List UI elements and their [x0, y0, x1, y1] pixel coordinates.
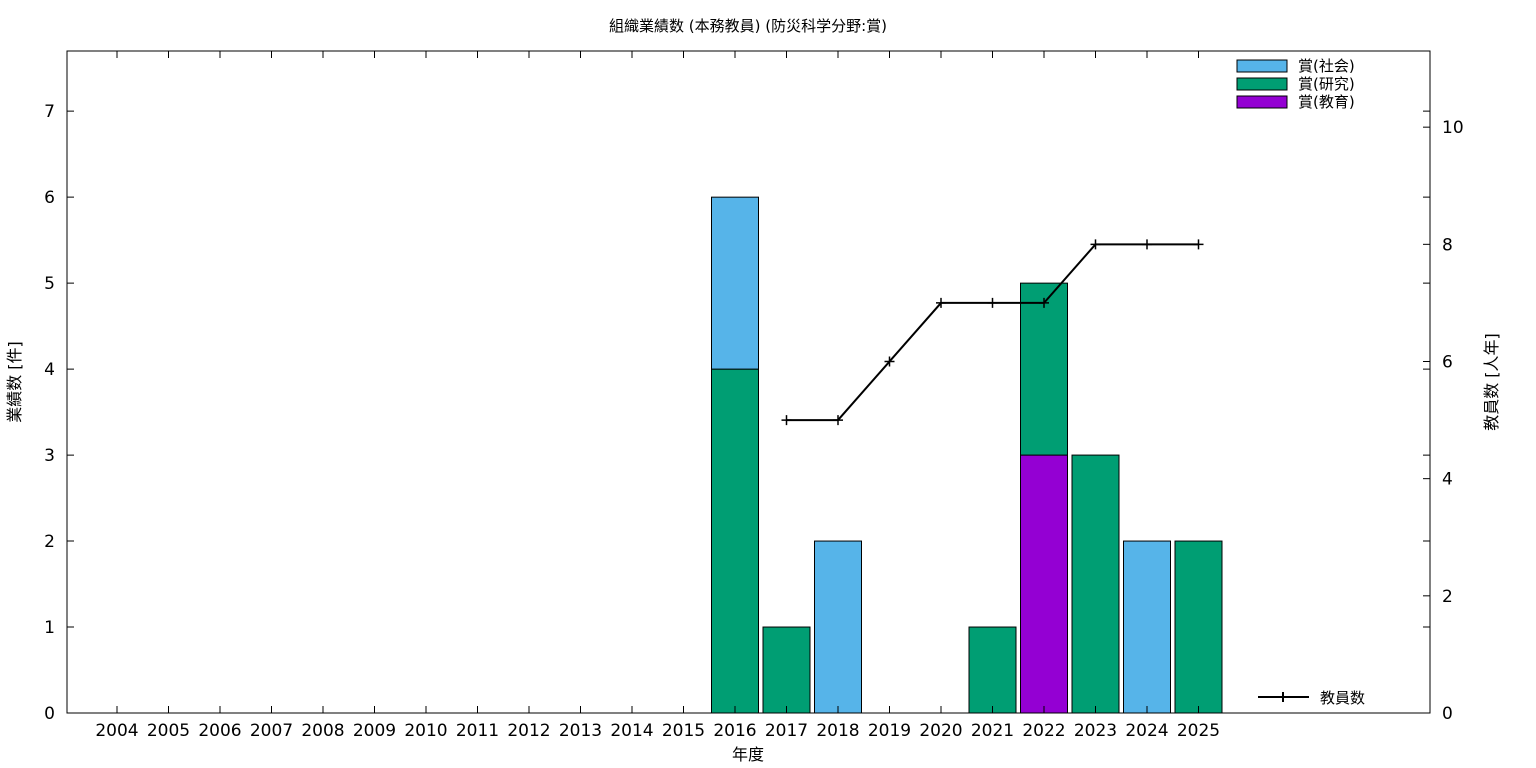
x-axis-label: 年度 [732, 745, 764, 764]
x-tick-label: 2009 [353, 721, 396, 741]
line-point-2020 [936, 297, 946, 308]
y2-tick-label: 2 [1442, 587, 1453, 607]
bar-賞(社会)-2016 [711, 196, 759, 370]
y2-tick-label: 6 [1442, 352, 1453, 372]
bar-賞(研究)-2023 [1071, 454, 1120, 714]
bar-賞(教育)-2022 [1020, 454, 1068, 714]
legend-label-賞(社会): 賞(社会) [1298, 57, 1355, 75]
line-point-2023 [1090, 239, 1101, 250]
y2-tick-label: 10 [1442, 118, 1464, 138]
line-point-2024 [1142, 239, 1152, 250]
line-point-2018 [833, 415, 843, 426]
x-tick-label: 2005 [147, 721, 190, 741]
y-tick-label: 0 [44, 704, 55, 724]
x-tick-label: 2024 [1125, 721, 1168, 741]
x-tick-label: 2010 [404, 721, 447, 741]
x-tick-label: 2020 [919, 721, 962, 741]
x-tick-label: 2021 [971, 721, 1014, 741]
plot-frame [66, 50, 1431, 714]
x-tick-label: 2006 [198, 721, 241, 741]
y2-tick-label: 4 [1442, 470, 1453, 490]
legend-swatch-賞(研究) [1236, 77, 1288, 91]
x-tick-label: 2008 [301, 721, 344, 741]
line-point-2021 [987, 297, 998, 308]
bar-賞(研究)-2021 [968, 626, 1017, 714]
bar-賞(社会)-2024 [1123, 540, 1171, 714]
axes: 0 1 2 3 4 5 6 7 0 2 4 6 8 10 2004 2005 2006 2007 2008 2009 2… [44, 50, 1464, 741]
y-axis-label: 業績数 [件] [5, 341, 24, 423]
legend-line-swatch [1258, 692, 1309, 702]
legend: 賞(社会)賞(研究)賞(教育) 教員数 [1236, 57, 1365, 707]
line-point-2022 [1039, 297, 1049, 308]
y-tick-label: 5 [44, 274, 55, 294]
x-tick-label: 2012 [507, 721, 550, 741]
x-tick-label: 2018 [816, 721, 859, 741]
y-tick-label: 7 [44, 102, 55, 122]
x-tick-label: 2022 [1022, 721, 1065, 741]
x-tick-label: 2014 [610, 721, 653, 741]
y2-tick-label: 0 [1442, 704, 1453, 724]
y2-axis-label: 教員数 [人年] [1482, 333, 1501, 431]
x-tick-label: 2011 [456, 721, 499, 741]
y-tick-label: 3 [44, 446, 55, 466]
x-tick-label: 2019 [868, 721, 911, 741]
x-tick-label: 2004 [95, 721, 138, 741]
legend-swatch-賞(社会) [1236, 59, 1288, 73]
legend-swatch-賞(教育) [1236, 95, 1288, 109]
x-tick-label: 2023 [1074, 721, 1117, 741]
bar-賞(社会)-2018 [814, 540, 862, 714]
legend-label-賞(教育): 賞(教育) [1298, 93, 1355, 111]
y-tick-label: 1 [44, 618, 55, 638]
plot-area [711, 196, 1223, 714]
chart-title: 組織業績数 (本務教員) (防災科学分野:賞) [609, 17, 887, 35]
y-tick-label: 4 [44, 360, 55, 380]
bar-賞(研究)-2025 [1174, 540, 1223, 714]
x-tick-label: 2015 [662, 721, 705, 741]
series-line-教員数 [786, 243, 1199, 422]
x-tick-label: 2017 [765, 721, 808, 741]
line-point-2019 [884, 356, 895, 367]
x-tick-label: 2007 [250, 721, 293, 741]
legend-label-賞(研究): 賞(研究) [1298, 75, 1355, 93]
bar-賞(研究)-2022 [1020, 282, 1068, 456]
y-tick-label: 6 [44, 188, 55, 208]
line-point-2017 [781, 415, 792, 426]
x-tick-label: 2016 [713, 721, 756, 741]
y-tick-label: 2 [44, 532, 55, 552]
bar-賞(研究)-2017 [762, 626, 811, 714]
bar-賞(研究)-2016 [711, 368, 759, 714]
x-tick-label: 2025 [1177, 721, 1220, 741]
line-point-2025 [1193, 239, 1204, 250]
x-tick-label: 2013 [559, 721, 602, 741]
legend-label-教員数: 教員数 [1320, 689, 1365, 707]
y2-tick-label: 8 [1442, 235, 1453, 255]
